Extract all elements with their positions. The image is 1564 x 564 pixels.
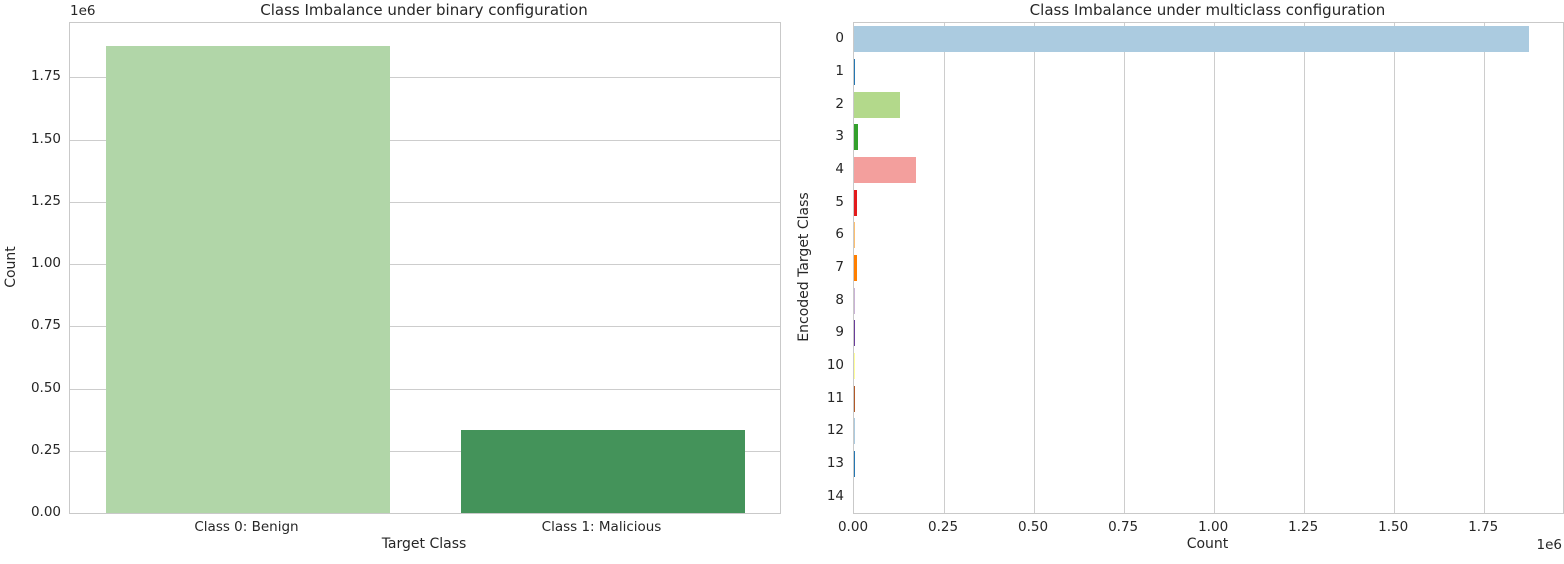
binary-x-axis-label: Target Class — [381, 536, 467, 552]
y-tick-label: 0.00 — [30, 504, 61, 520]
multiclass-y-axis-label: Encoded Target Class — [796, 192, 812, 342]
bar-1 — [854, 58, 855, 86]
gridline — [1214, 23, 1216, 513]
bar-2 — [854, 91, 901, 118]
x-tick-label: 1.50 — [1378, 519, 1409, 535]
gridline — [70, 264, 780, 266]
x-tick-label: 0.25 — [928, 519, 959, 535]
multiclass-x-axis-label: Count — [1186, 536, 1229, 552]
binary-chart: Class Imbalance under binary configurati… — [3, 1, 781, 552]
gridline — [70, 450, 780, 452]
bar-6 — [854, 222, 856, 249]
x-tick-label: 1.75 — [1468, 519, 1499, 535]
y-tick-label: 1.50 — [30, 130, 61, 147]
y-tick-label: 0.50 — [30, 379, 61, 396]
x-tick-label: Class 0: Benign — [194, 519, 299, 535]
x-tick-label: Class 1: Malicious — [541, 519, 662, 535]
y-tick-label: 6 — [835, 226, 844, 243]
y-tick-label: 10 — [826, 357, 844, 373]
bar-class-1-malicious — [460, 430, 745, 513]
x-tick-label: 0.75 — [1108, 519, 1139, 535]
multiclass-x-scale-offset: 1e6 — [1536, 537, 1562, 553]
y-tick-label: 3 — [835, 128, 844, 145]
multiclass-chart: Class Imbalance under multiclass configu… — [782, 0, 1564, 564]
y-tick-label: 1.25 — [30, 192, 61, 209]
gridline — [1034, 23, 1036, 513]
gridline — [944, 23, 946, 513]
bar-5 — [854, 189, 857, 216]
y-tick-label: 1.00 — [30, 255, 61, 272]
y-tick-label: 1.75 — [30, 68, 61, 85]
gridline — [1394, 23, 1396, 513]
y-tick-label: 12 — [826, 422, 844, 439]
gridline — [70, 139, 780, 141]
gridline — [1484, 23, 1486, 513]
x-tick-label: 0.00 — [837, 519, 869, 535]
y-tick-label: 0 — [835, 30, 844, 47]
y-tick-label: 0.75 — [30, 317, 61, 334]
binary-plot-area — [69, 22, 781, 514]
multiclass-chart-title: Class Imbalance under multiclass configu… — [1029, 1, 1386, 19]
gridline — [70, 77, 780, 79]
y-tick-label: 14 — [826, 487, 844, 504]
y-tick-label: 2 — [835, 95, 844, 112]
y-tick-label: 11 — [826, 389, 844, 406]
gridline — [1304, 23, 1306, 513]
bar-3 — [854, 124, 858, 151]
multiclass-plot-area — [853, 22, 1564, 514]
binary-y-scale-offset: 1e6 — [70, 3, 96, 19]
gridline — [70, 326, 780, 328]
gridline — [70, 201, 780, 203]
bar-class-0-benign — [105, 46, 390, 513]
y-tick-label: 4 — [835, 161, 844, 177]
gridline — [1124, 23, 1126, 513]
bar-0 — [854, 26, 1530, 53]
x-tick-label: 1.25 — [1288, 519, 1319, 535]
gridline — [70, 388, 780, 390]
binary-y-axis-label: Count — [3, 246, 19, 288]
y-tick-label: 0.25 — [30, 441, 61, 458]
binary-chart-title: Class Imbalance under binary configurati… — [260, 1, 588, 19]
x-tick-label: 1.00 — [1198, 519, 1229, 535]
y-tick-label: 9 — [835, 324, 844, 341]
y-tick-label: 13 — [826, 455, 844, 471]
bar-7 — [854, 254, 857, 282]
bar-4 — [854, 156, 917, 184]
x-tick-label: 0.50 — [1018, 519, 1049, 535]
y-tick-label: 5 — [835, 193, 844, 210]
y-tick-label: 1 — [835, 63, 844, 79]
y-tick-label: 7 — [835, 259, 844, 275]
y-tick-label: 8 — [835, 291, 844, 308]
